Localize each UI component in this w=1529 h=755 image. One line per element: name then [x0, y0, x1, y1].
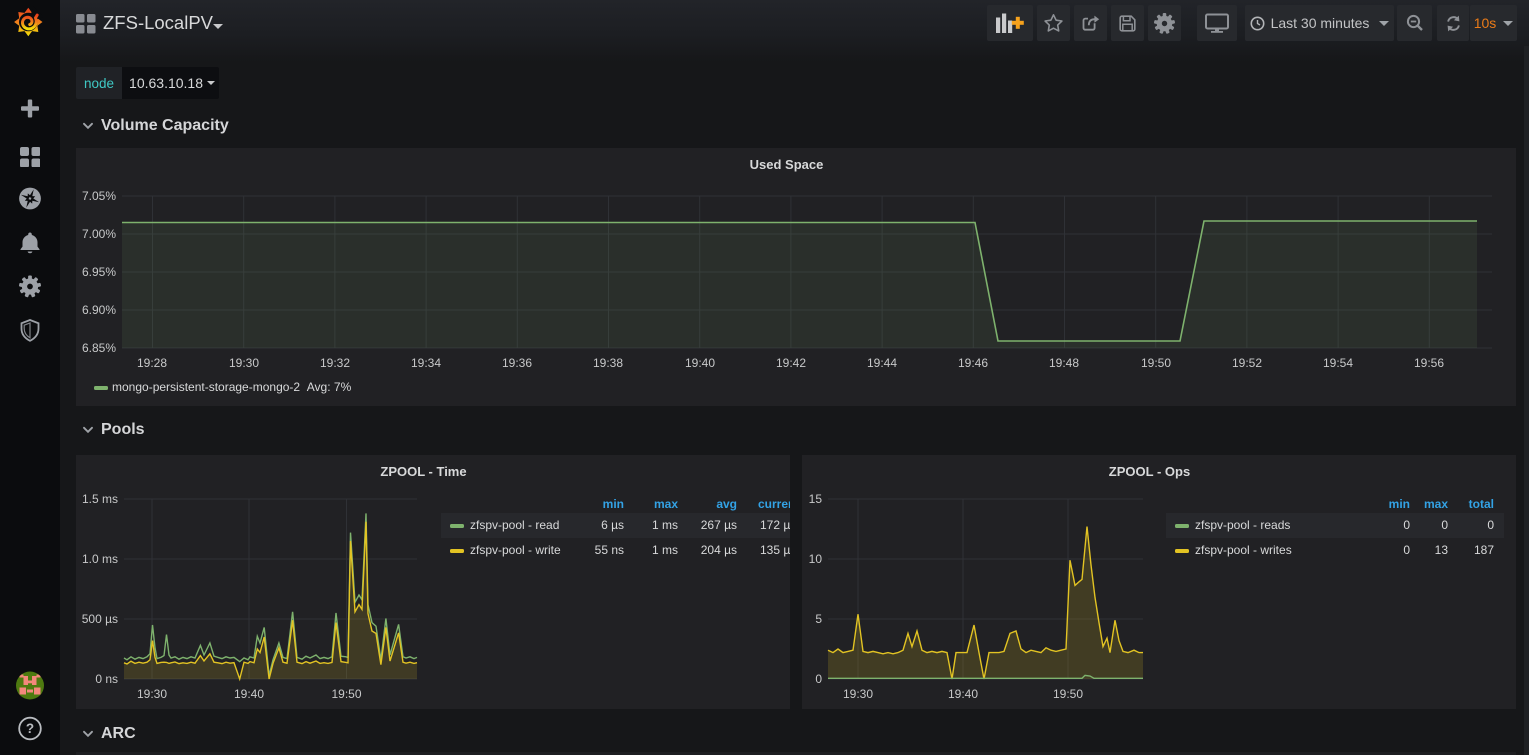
svg-text:?: ? [26, 721, 34, 736]
